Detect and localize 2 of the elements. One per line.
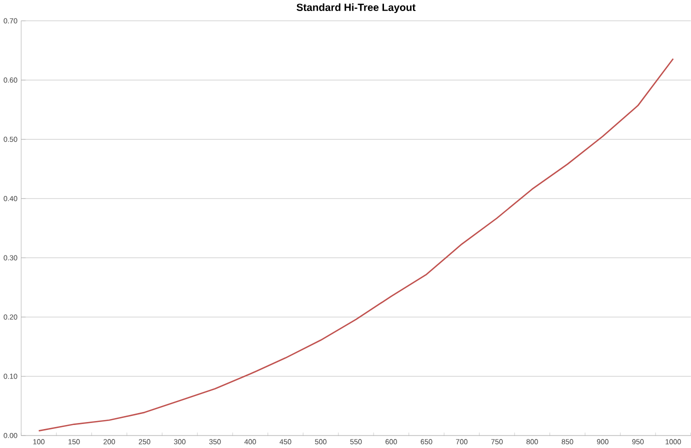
chart-title: Standard Hi-Tree Layout bbox=[296, 4, 416, 14]
line-series bbox=[38, 58, 674, 432]
